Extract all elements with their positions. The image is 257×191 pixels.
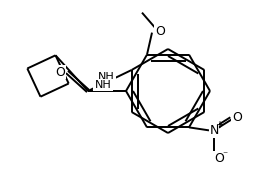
Text: O: O (232, 111, 242, 124)
Text: O: O (55, 66, 65, 79)
Text: O: O (155, 25, 165, 38)
Text: NH: NH (98, 72, 115, 82)
Text: O: O (214, 152, 224, 165)
Text: +: + (215, 120, 223, 130)
Text: NH: NH (95, 80, 112, 90)
Text: N: N (209, 124, 219, 137)
Text: ⁻: ⁻ (223, 150, 227, 160)
